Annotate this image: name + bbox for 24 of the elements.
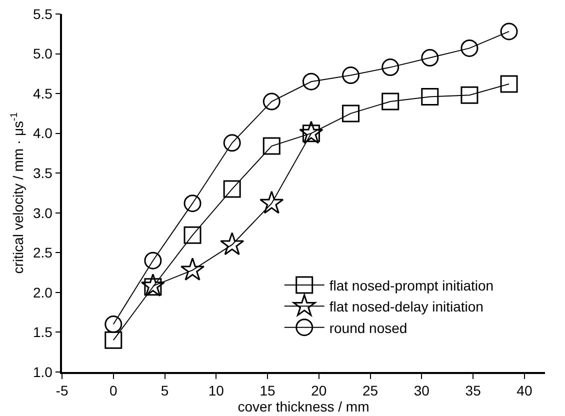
x-tick-label: 35 [465, 382, 482, 399]
x-tick-label: 30 [414, 382, 430, 399]
legend-label: round nosed [329, 320, 408, 336]
y-tick-label: 2.0 [32, 284, 53, 300]
x-tick-label: 25 [362, 382, 378, 399]
x-tick-label: -5 [56, 382, 68, 399]
x-tick-label: 5 [160, 382, 169, 399]
y-tick-label: 5.5 [32, 6, 53, 22]
x-tick-label: 20 [311, 382, 327, 399]
x-tick-label: 40 [516, 382, 532, 399]
y-tick-label: 4.5 [32, 85, 53, 102]
legend-label: flat nosed-delay initiation [329, 298, 484, 315]
y-tick-label: 1.5 [32, 324, 53, 340]
legend-label: flat nosed-prompt initiation [329, 277, 494, 294]
y-tick-label: 2.5 [32, 244, 53, 261]
y-tick-label: 1.0 [32, 364, 53, 380]
x-tick-label: 0 [109, 382, 118, 399]
y-tick-label: 5.0 [32, 46, 53, 62]
y-tick-label: 3.0 [32, 204, 53, 221]
x-tick-label: 15 [260, 382, 276, 399]
y-tick-label: 3.5 [32, 165, 53, 182]
y-tick-label: 4.0 [32, 125, 53, 142]
x-tick-label: 10 [208, 382, 224, 399]
x-axis-title: cover thickness / mm [238, 398, 370, 415]
